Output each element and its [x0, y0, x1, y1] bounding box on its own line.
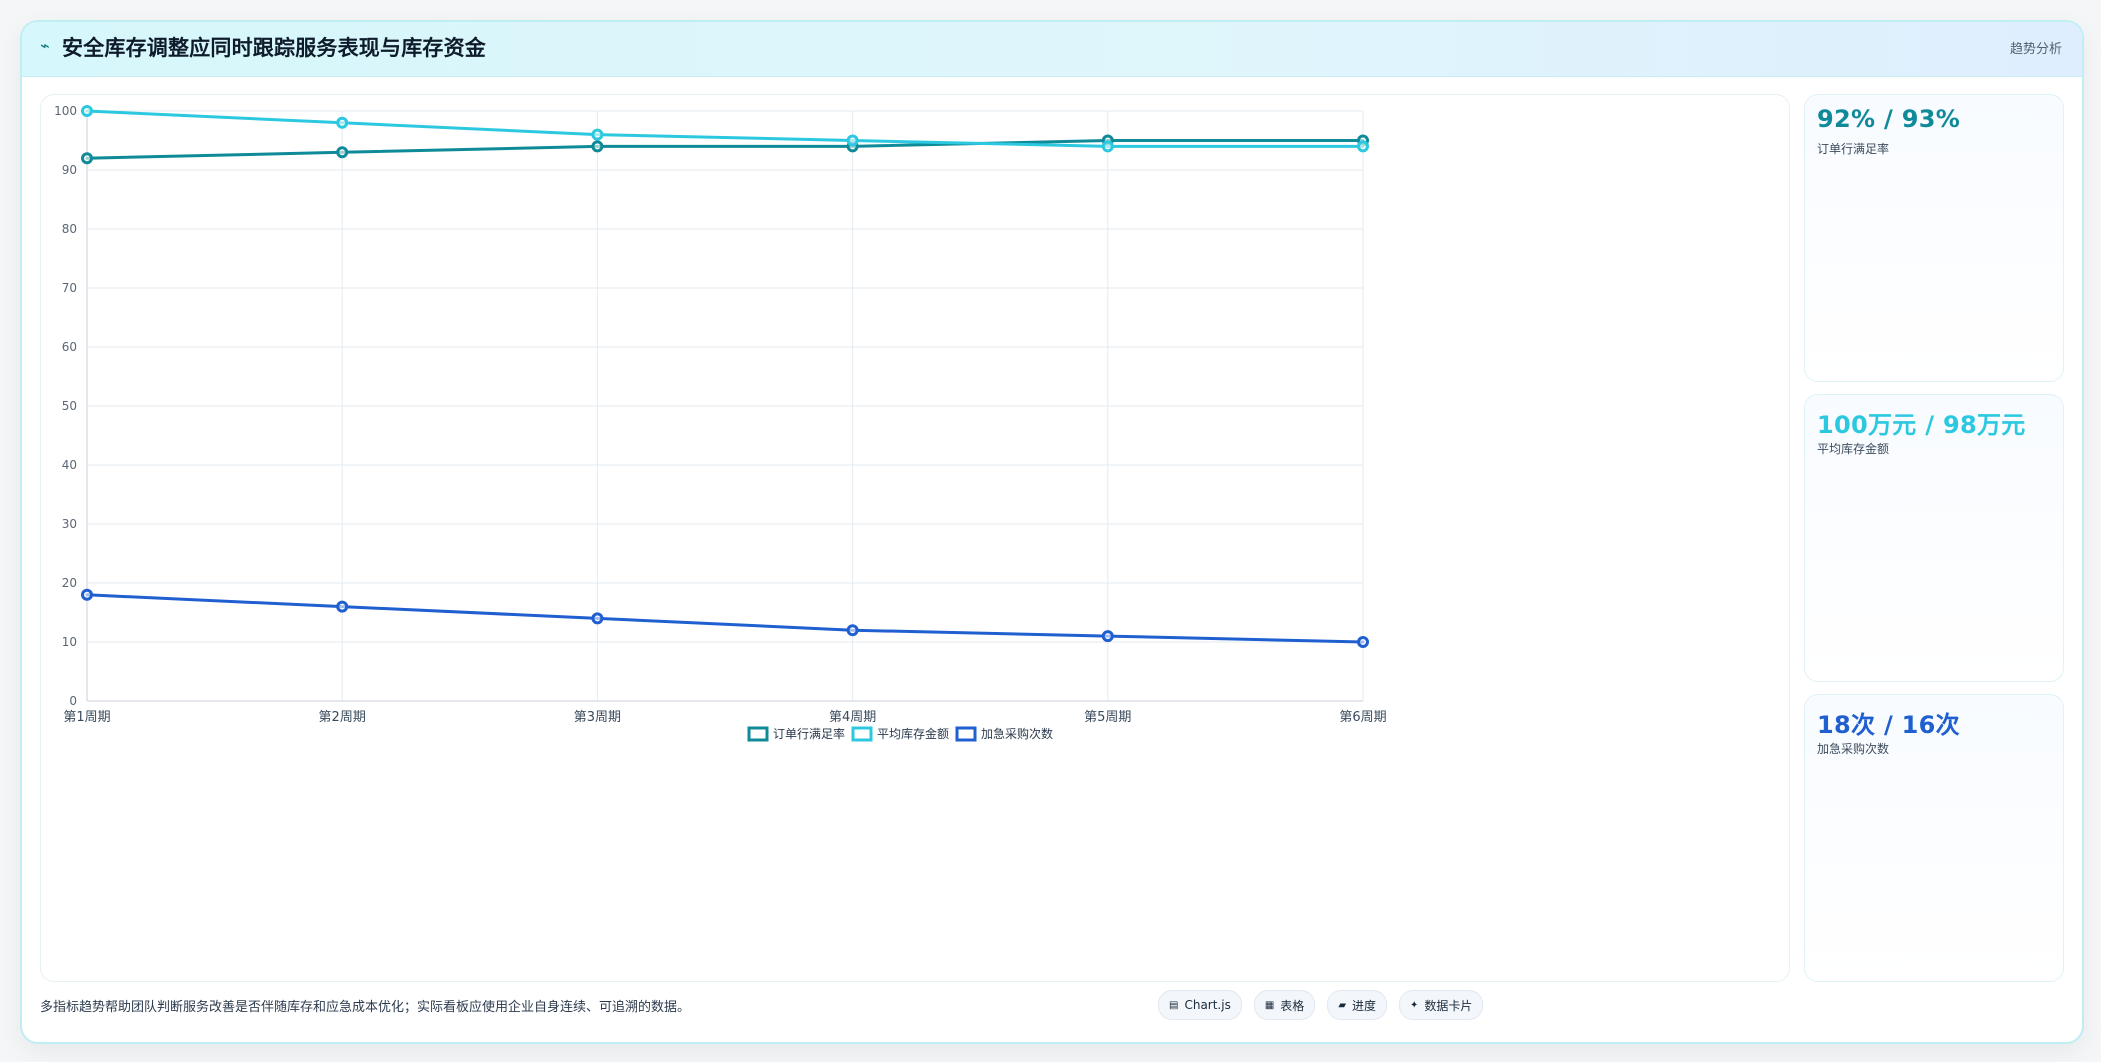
data-point — [81, 152, 93, 165]
pill-table[interactable]: ▦ 表格 — [1253, 990, 1316, 1020]
x-tick-label: 第2周期 — [319, 710, 366, 725]
sparkle-icon: ✦ — [1410, 999, 1419, 1011]
y-tick-label: 80 — [62, 222, 77, 236]
data-point — [336, 146, 349, 159]
metric-value: 100万元 / 98万元 — [1817, 411, 2026, 439]
footer-note: 多指标趋势帮助团队判断服务改善是否伴随库存和应急成本优化；实际看板应使用企业自身… — [40, 1000, 691, 1015]
y-tick-label: 60 — [62, 340, 77, 354]
line-chart: 0 10 20 30 40 50 60 70 80 90 100 第1周期 第2周期 第3周期 第4周期 第5… — [54, 104, 1387, 742]
metric-value: 92% / 93% — [1817, 105, 1961, 133]
progress-icon: ▰ — [1338, 999, 1347, 1011]
data-point — [846, 624, 859, 637]
y-tick-label: 40 — [62, 458, 77, 472]
pill-data-card[interactable]: ✦ 数据卡片 — [1399, 990, 1484, 1020]
pill-label: Chart.js — [1184, 998, 1231, 1012]
tech-pills: ▤ Chart.js ▦ 表格 ▰ 进度 ✦ 数据卡片 — [1158, 990, 1484, 1020]
data-point — [591, 128, 604, 141]
analysis-tag: 趋势分析 — [2009, 42, 2062, 57]
metric-card-inventory-amount: 100万元 / 98万元 平均库存金额 — [1804, 394, 2064, 682]
legend-label: 平均库存金额 — [877, 726, 949, 741]
metric-label: 平均库存金额 — [1817, 442, 1890, 456]
pill-label: 进度 — [1352, 998, 1377, 1013]
x-tick-label: 第3周期 — [574, 710, 621, 725]
legend-label: 订单行满足率 — [773, 726, 845, 741]
y-tick-label: 100 — [54, 104, 77, 118]
y-tick-label: 20 — [62, 576, 77, 590]
x-tick-label: 第4周期 — [829, 710, 876, 725]
legend-swatch — [851, 726, 873, 742]
chart-panel: 0 10 20 30 40 50 60 70 80 90 100 第1周期 第2周期 第3周期 第4周期 第5… — [40, 94, 1790, 982]
data-point — [846, 134, 859, 147]
data-point — [1357, 140, 1369, 153]
pill-progress[interactable]: ▰ 进度 — [1327, 990, 1388, 1020]
data-point — [1101, 630, 1114, 643]
pill-label: 表格 — [1280, 998, 1305, 1013]
series-line — [85, 593, 1365, 644]
data-point — [591, 140, 604, 153]
legend-label: 加急采购次数 — [981, 726, 1053, 741]
pill-label: 数据卡片 — [1424, 998, 1473, 1013]
data-point — [81, 588, 93, 601]
data-point — [1357, 636, 1369, 648]
data-point — [591, 612, 604, 625]
metric-value: 18次 / 16次 — [1817, 711, 1960, 739]
series-line — [85, 109, 1365, 148]
legend-swatch — [747, 726, 769, 742]
data-point — [1101, 140, 1114, 153]
y-tick-label: 90 — [62, 163, 77, 177]
metric-card-fill-rate: 92% / 93% 订单行满足率 — [1804, 94, 2064, 382]
y-tick-label: 70 — [62, 281, 77, 295]
x-tick-label: 第5周期 — [1084, 710, 1131, 725]
data-point — [81, 105, 93, 117]
data-point — [336, 116, 349, 129]
dashboard-card: ⌁ 安全库存调整应同时跟踪服务表现与库存资金 趋势分析 0 10 20 30 40 50 6… — [20, 20, 2084, 1044]
data-point — [336, 600, 349, 613]
card-header: ⌁ 安全库存调整应同时跟踪服务表现与库存资金 趋势分析 — [22, 22, 2082, 77]
legend-swatch — [955, 726, 977, 742]
metric-label: 订单行满足率 — [1817, 142, 1890, 156]
trend-line-icon: ⌁ — [40, 36, 50, 55]
x-tick-label: 第6周期 — [1339, 710, 1386, 725]
y-tick-label: 0 — [69, 694, 77, 708]
table-icon: ▦ — [1264, 999, 1275, 1011]
y-tick-label: 30 — [62, 517, 77, 531]
chart-icon: ▤ — [1169, 999, 1179, 1011]
metrics-sidebar: 92% / 93% 订单行满足率 100万元 / 98万元 平均库存金额 18次… — [1804, 94, 2064, 982]
y-tick-label: 10 — [62, 635, 77, 649]
series-line — [85, 139, 1365, 160]
page-title: 安全库存调整应同时跟踪服务表现与库存资金 — [62, 36, 486, 60]
x-tick-label: 第1周期 — [63, 710, 110, 725]
metric-card-expedite-count: 18次 / 16次 加急采购次数 — [1804, 694, 2064, 982]
metric-label: 加急采购次数 — [1817, 742, 1890, 756]
y-tick-label: 50 — [62, 399, 77, 413]
pill-chartjs[interactable]: ▤ Chart.js — [1158, 990, 1242, 1020]
